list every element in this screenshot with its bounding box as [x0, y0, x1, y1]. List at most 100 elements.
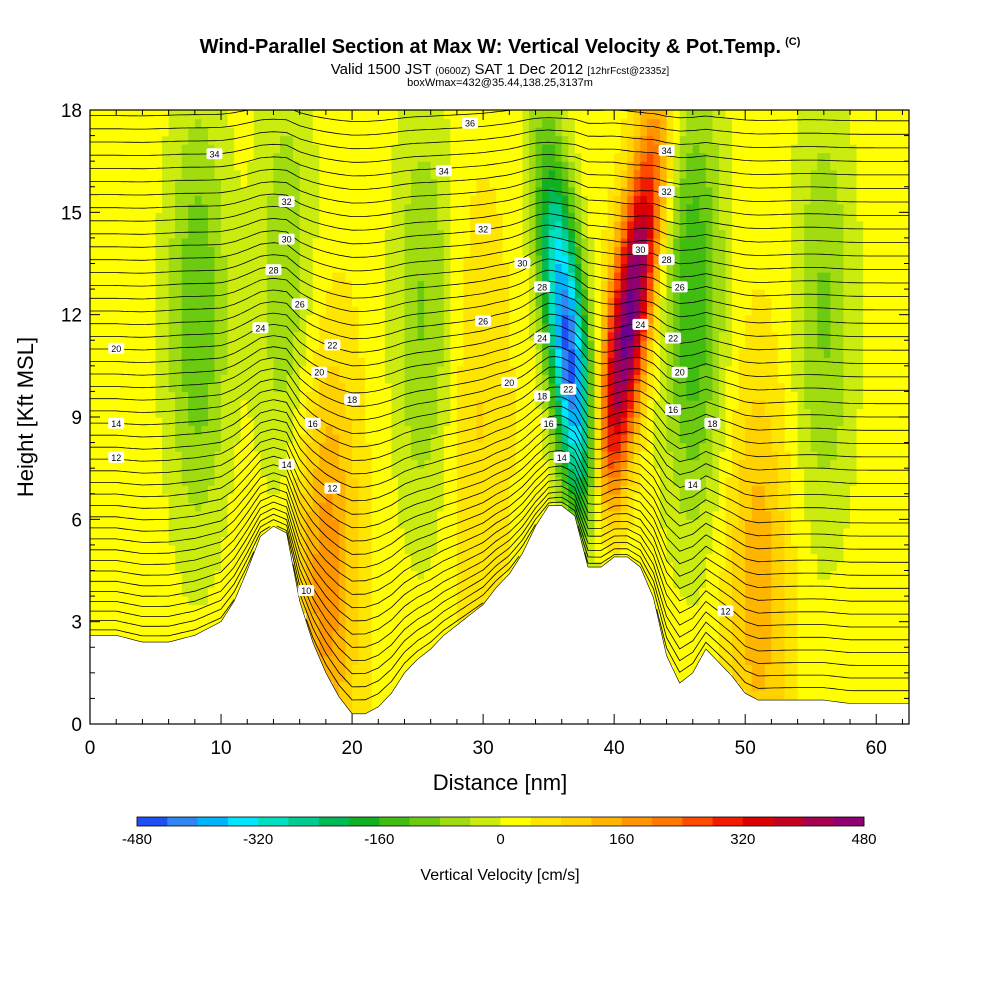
- velocity-cell: [476, 493, 484, 503]
- velocity-cell: [463, 331, 471, 341]
- velocity-cell: [620, 357, 628, 367]
- velocity-cell: [627, 306, 635, 316]
- velocity-cell: [627, 161, 635, 171]
- velocity-cell: [561, 254, 569, 265]
- velocity-cell: [450, 212, 458, 222]
- velocity-cell: [391, 127, 399, 137]
- velocity-cell: [286, 289, 294, 299]
- velocity-cell: [325, 442, 334, 452]
- velocity-cell: [391, 237, 399, 248]
- velocity-cell: [240, 348, 248, 358]
- velocity-cell: [188, 476, 196, 486]
- velocity-cell: [352, 698, 360, 708]
- velocity-cell: [391, 161, 399, 171]
- velocity-cell: [286, 186, 294, 196]
- velocity-cell: [135, 152, 144, 162]
- velocity-cell: [424, 425, 432, 435]
- velocity-cell: [273, 246, 281, 256]
- velocity-cell: [470, 161, 478, 171]
- velocity-cell: [476, 399, 484, 410]
- velocity-cell: [273, 135, 281, 145]
- velocity-cell: [129, 442, 137, 452]
- velocity-cell: [148, 451, 157, 461]
- velocity-cell: [437, 451, 445, 461]
- velocity-cell: [358, 391, 366, 401]
- velocity-cell: [391, 135, 399, 145]
- velocity-cell: [548, 348, 556, 358]
- velocity-cell: [548, 246, 556, 256]
- velocity-cell: [234, 144, 242, 154]
- velocity-cell: [227, 306, 235, 316]
- velocity-cell: [365, 323, 373, 333]
- velocity-cell: [266, 476, 275, 486]
- velocity-cell: [443, 220, 451, 230]
- velocity-cell: [633, 280, 641, 290]
- velocity-cell: [515, 152, 524, 162]
- velocity-cell: [332, 561, 340, 572]
- velocity-cell: [103, 340, 111, 350]
- velocity-cell: [240, 527, 248, 537]
- velocity-cell: [188, 442, 196, 452]
- velocity-cell: [227, 127, 235, 137]
- velocity-cell: [496, 408, 504, 418]
- velocity-cell: [168, 596, 176, 606]
- velocity-cell: [116, 306, 124, 316]
- velocity-cell: [365, 502, 373, 512]
- velocity-cell: [306, 246, 314, 256]
- velocity-cell: [338, 374, 347, 384]
- velocity-cell: [325, 502, 334, 512]
- velocity-cell: [142, 263, 150, 273]
- velocity-cell: [201, 314, 209, 324]
- velocity-cell: [371, 579, 379, 589]
- velocity-cell: [332, 570, 340, 580]
- velocity-cell: [404, 647, 412, 657]
- velocity-cell: [424, 621, 432, 631]
- velocity-cell: [581, 485, 589, 495]
- velocity-cell: [122, 161, 130, 171]
- velocity-cell: [528, 161, 537, 171]
- velocity-cell: [332, 280, 340, 290]
- velocity-cell: [587, 110, 596, 120]
- velocity-cell: [456, 169, 465, 179]
- velocity-cell: [90, 297, 98, 307]
- velocity-cell: [483, 263, 491, 273]
- velocity-cell: [456, 561, 465, 572]
- velocity-cell: [601, 485, 609, 495]
- velocity-cell: [483, 169, 491, 179]
- velocity-cell: [489, 434, 497, 444]
- velocity-cell: [214, 510, 222, 520]
- velocity-cell: [352, 630, 360, 640]
- velocity-cell: [201, 399, 209, 410]
- velocity-cell: [509, 485, 517, 495]
- velocity-cell: [496, 110, 504, 120]
- velocity-cell: [299, 561, 307, 572]
- velocity-cell: [430, 502, 438, 512]
- velocity-cell: [522, 331, 530, 341]
- velocity-cell: [181, 604, 189, 614]
- velocity-cell: [240, 476, 248, 486]
- velocity-cell: [345, 357, 353, 367]
- velocity-cell: [528, 382, 537, 393]
- velocity-cell: [345, 510, 353, 520]
- velocity-cell: [601, 212, 609, 222]
- velocity-cell: [548, 297, 556, 307]
- velocity-cell: [378, 237, 386, 248]
- velocity-cell: [122, 536, 130, 546]
- velocity-cell: [365, 280, 373, 290]
- velocity-cell: [633, 519, 641, 529]
- velocity-cell: [194, 306, 202, 316]
- velocity-cell: [365, 621, 373, 631]
- velocity-cell: [417, 613, 425, 623]
- velocity-cell: [155, 604, 163, 614]
- velocity-cell: [470, 229, 478, 239]
- velocity-cell: [424, 561, 432, 572]
- velocity-cell: [443, 391, 451, 401]
- velocity-cell: [502, 391, 510, 401]
- velocity-cell: [391, 365, 399, 375]
- velocity-cell: [142, 391, 150, 401]
- velocity-cell: [424, 169, 432, 179]
- velocity-cell: [188, 331, 196, 341]
- velocity-cell: [561, 348, 569, 358]
- velocity-cell: [594, 459, 602, 469]
- velocity-cell: [614, 110, 622, 120]
